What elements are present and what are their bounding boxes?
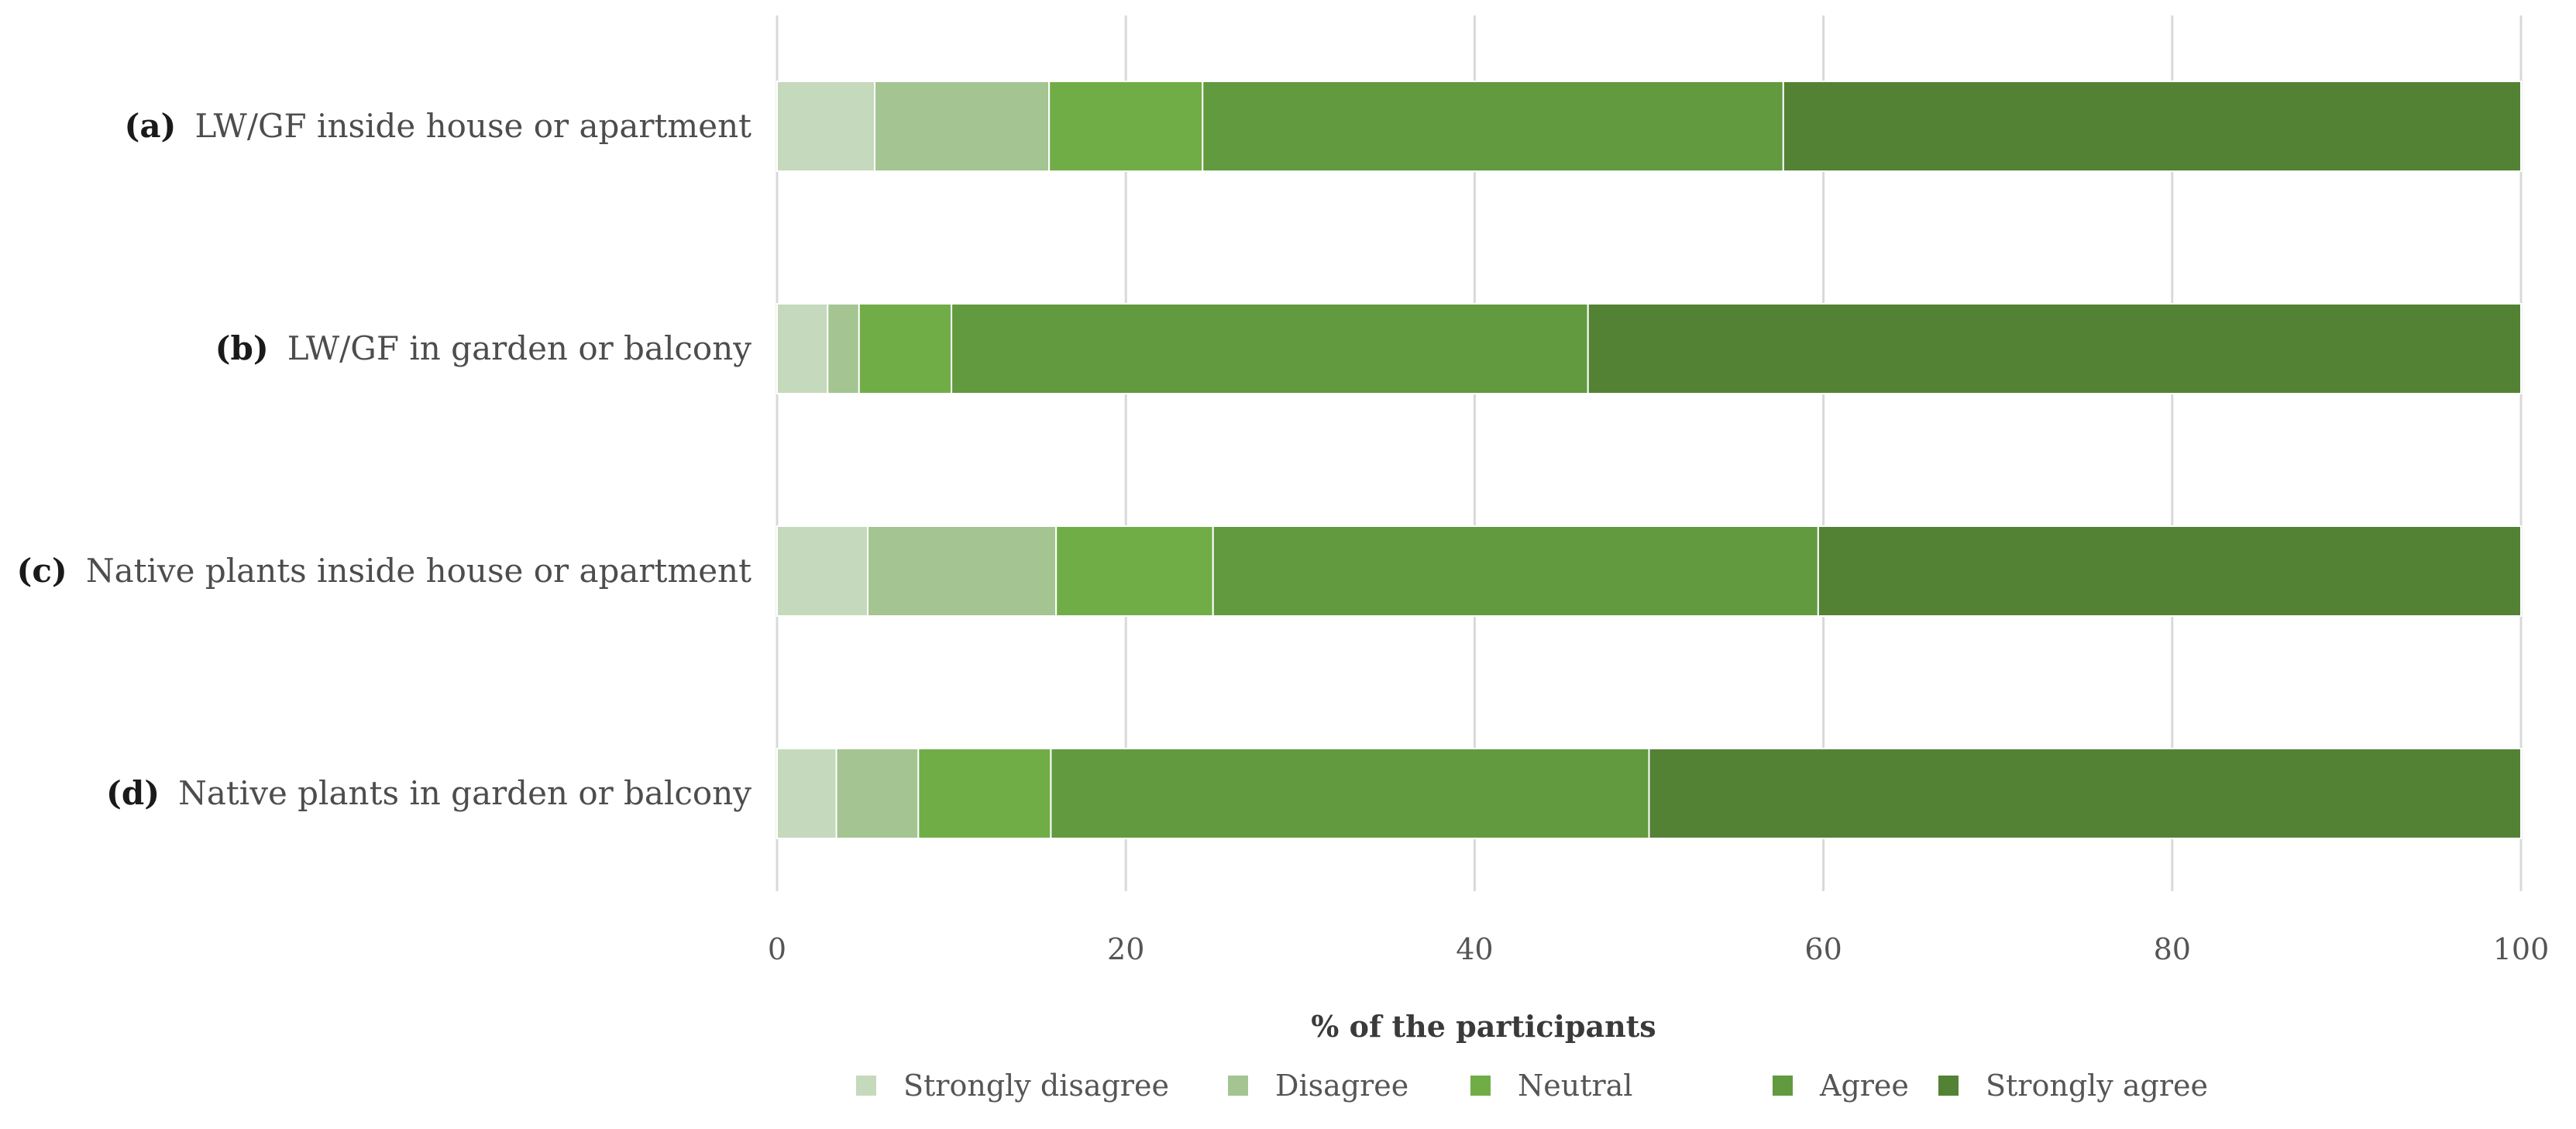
- legend-swatch-strongly-disagree: [856, 1076, 876, 1096]
- legend-label-agree: Agree: [1819, 1069, 1909, 1103]
- bar-segment-d-agree: [1050, 748, 1650, 839]
- bar-segment-b-strongly-disagree: [776, 303, 829, 394]
- x-tick-label-40: 40: [1456, 932, 1493, 966]
- legend-item-strongly-agree: Strongly agree: [1938, 1069, 2208, 1103]
- bar-segment-b-neutral: [858, 303, 953, 394]
- bar-segment-c-disagree: [867, 525, 1058, 617]
- legend-swatch-strongly-agree: [1938, 1076, 1959, 1096]
- category-text: Native plants inside house or apartment: [86, 552, 751, 590]
- legend-item-agree: Agree: [1773, 1069, 1909, 1103]
- legend: Strongly disagree Disagree Neutral Agree Str…: [856, 1069, 2208, 1103]
- bar-segment-b-strongly-agree: [1587, 303, 2523, 394]
- bar-segment-d-neutral: [917, 748, 1052, 839]
- bar-segment-c-agree: [1212, 525, 1819, 617]
- bar-segment-c-strongly-disagree: [776, 525, 869, 617]
- bar-segment-a-strongly-disagree: [776, 81, 876, 172]
- legend-item-disagree: Disagree: [1228, 1069, 1408, 1103]
- legend-swatch-agree: [1773, 1076, 1793, 1096]
- category-labels: (a) LW/GF inside house or apartment (b) LW/…: [16, 107, 751, 812]
- legend-label-disagree: Disagree: [1275, 1069, 1408, 1103]
- category-prefix: (d): [106, 774, 160, 812]
- x-tick-label-20: 20: [1107, 932, 1144, 966]
- category-prefix: (c): [16, 552, 67, 590]
- bar-segment-a-neutral: [1048, 81, 1204, 172]
- x-tick-label-100: 100: [2493, 932, 2550, 966]
- category-text: LW/GF inside house or apartment: [194, 107, 751, 145]
- bar-segment-d-strongly-disagree: [776, 748, 837, 839]
- legend-swatch-neutral: [1470, 1076, 1491, 1096]
- bar-segment-d-disagree: [835, 748, 920, 839]
- bar-segment-a-disagree: [874, 81, 1051, 172]
- legend-label-neutral: Neutral: [1518, 1069, 1632, 1103]
- legend-item-neutral: Neutral: [1470, 1069, 1632, 1103]
- category-label-c: (c) Native plants inside house or apartme…: [16, 552, 751, 590]
- bar-segment-d-strongly-agree: [1648, 748, 2522, 839]
- bar-segment-a-strongly-agree: [1782, 81, 2522, 172]
- legend-swatch-disagree: [1228, 1076, 1248, 1096]
- bar-segment-b-disagree: [827, 303, 860, 394]
- bars: [776, 81, 2523, 839]
- category-label-a: (a) LW/GF inside house or apartment: [124, 107, 751, 145]
- category-label-b: (b) LW/GF in garden or balcony: [215, 329, 752, 367]
- legend-label-strongly-agree: Strongly agree: [1986, 1069, 2208, 1103]
- category-prefix: (b): [215, 329, 269, 367]
- legend-item-strongly-disagree: Strongly disagree: [856, 1069, 1169, 1103]
- x-axis-title: % of the participants: [1311, 1009, 1656, 1044]
- x-tick-label-80: 80: [2154, 932, 2191, 966]
- category-text: Native plants in garden or balcony: [178, 774, 751, 812]
- bar-segment-b-agree: [951, 303, 1589, 394]
- bar-segment-c-neutral: [1055, 525, 1214, 617]
- category-prefix: (a): [124, 107, 176, 145]
- bar-segment-a-agree: [1202, 81, 1784, 172]
- category-text: LW/GF in garden or balcony: [287, 329, 752, 367]
- bar-segment-c-strongly-agree: [1817, 525, 2522, 617]
- x-tick-labels: 0 20 40 60 80 100: [768, 932, 2549, 966]
- legend-label-strongly-disagree: Strongly disagree: [903, 1069, 1169, 1103]
- x-tick-label-0: 0: [768, 932, 786, 966]
- category-label-d: (d) Native plants in garden or balcony: [106, 774, 751, 812]
- x-tick-label-60: 60: [1804, 932, 1842, 966]
